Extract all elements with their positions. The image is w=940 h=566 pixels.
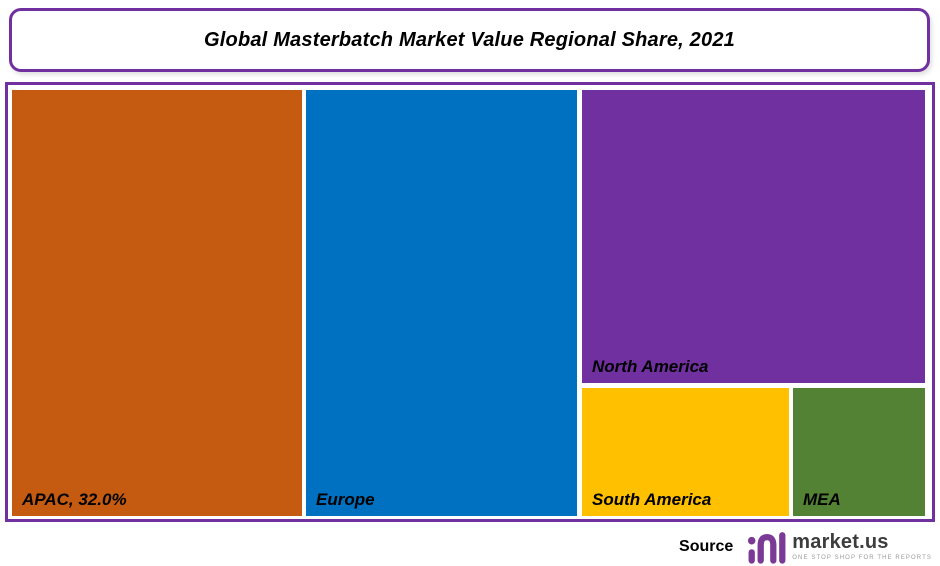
tile-label-mea: MEA <box>803 490 841 509</box>
treemap-tile-south-america: South America <box>582 388 789 516</box>
treemap-tile-mea: MEA <box>793 388 925 516</box>
treemap: APAC, 32.0% Europe North America South A… <box>5 82 935 522</box>
treemap-tile-apac: APAC, 32.0% <box>12 90 302 516</box>
chart-title: Global Masterbatch Market Value Regional… <box>204 28 735 51</box>
brand-tagline: ONE STOP SHOP FOR THE REPORTS <box>792 555 932 561</box>
treemap-tile-europe: Europe <box>306 90 577 516</box>
source-label: Source <box>679 537 734 555</box>
marketus-logo: market.us ONE STOP SHOP FOR THE REPORTS <box>747 529 932 565</box>
tile-label-north-america: North America <box>592 357 709 376</box>
chart-title-box: Global Masterbatch Market Value Regional… <box>9 8 930 72</box>
source-credit: Source market.us ONE STOP SHOP FOR THE R… <box>0 527 932 566</box>
tile-label-apac: APAC, 32.0% <box>22 490 127 509</box>
marketus-logo-icon <box>748 531 786 564</box>
tile-label-europe: Europe <box>316 490 375 509</box>
tile-label-south-america: South America <box>592 490 712 509</box>
treemap-tile-north-america: North America <box>582 90 925 383</box>
marketus-logo-text: market.us ONE STOP SHOP FOR THE REPORTS <box>792 532 932 561</box>
brand-name: market.us <box>792 531 889 553</box>
